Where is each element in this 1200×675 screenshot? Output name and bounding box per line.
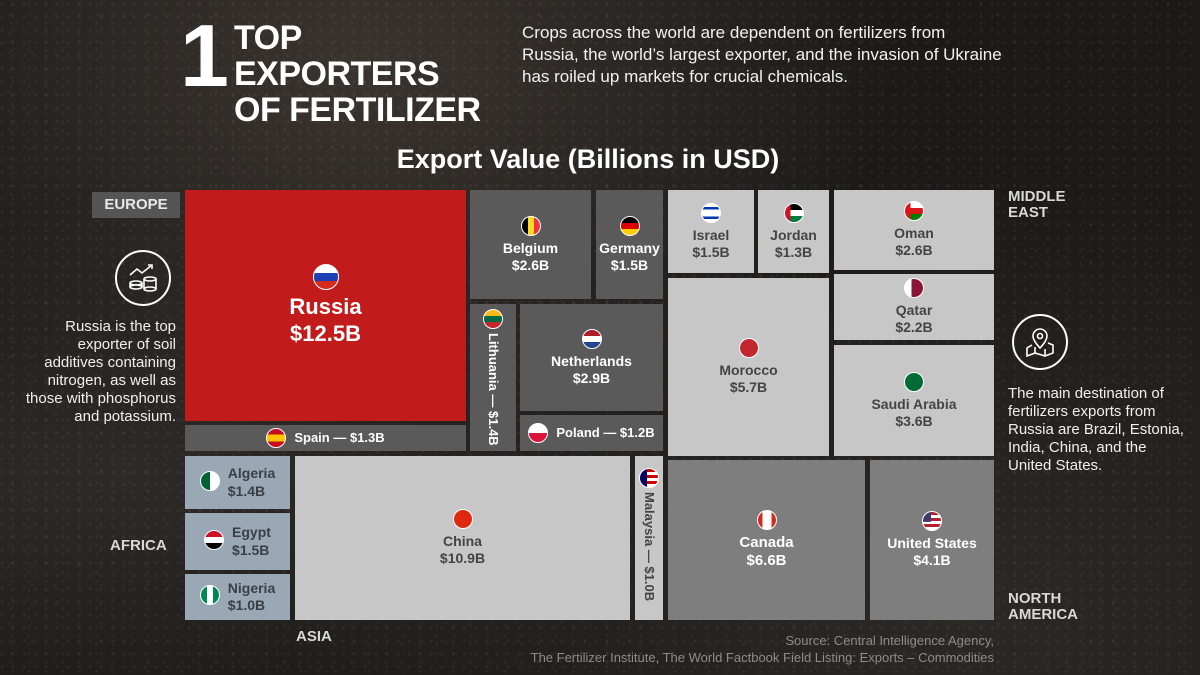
tile-value: $3.6B	[895, 412, 933, 429]
tile-belgium: Belgium $2.6B	[470, 190, 591, 299]
tile-egypt: Egypt $1.5B	[185, 513, 290, 570]
tile-label: Lithuania — $1.4B	[485, 333, 501, 446]
israel-flag-icon	[701, 202, 721, 223]
right-note-text: The main destination of fertilizers expo…	[1008, 385, 1184, 474]
tile-label: Saudi Arabia	[871, 395, 957, 412]
tile-label: China	[443, 533, 482, 550]
tile-value: $5.7B	[729, 379, 768, 395]
title-line-1: TOP EXPORTERS	[234, 19, 440, 93]
tile-value: $10.9B	[439, 550, 486, 566]
tile-label: Germany	[599, 239, 660, 256]
poland-flag-icon	[528, 423, 549, 443]
germany-flag-icon	[619, 215, 640, 236]
morocco-flag-icon	[738, 338, 759, 359]
tile-label: Netherlands	[551, 352, 632, 369]
title-line-2: OF FERTILIZER	[234, 91, 481, 129]
tile-label: Russia	[289, 294, 362, 320]
tile-value: $12.5B	[290, 320, 361, 346]
tile-label: Belgium	[502, 239, 559, 256]
tile-canada: Canada $6.6B	[668, 460, 865, 620]
netherlands-flag-icon	[581, 328, 602, 349]
russia-flag-icon	[312, 264, 339, 291]
left-note-text: Russia is the top exporter of soil addit…	[25, 318, 176, 425]
source-line-1: Source: Central Intelligence Agency,	[785, 633, 994, 648]
tile-value: $2.9B	[572, 369, 611, 386]
source-note: Source: Central Intelligence Agency, The…	[531, 632, 994, 666]
tile-malaysia: Malaysia — $1.0B	[635, 456, 663, 620]
tile-qatar: Qatar $2.2B	[834, 274, 994, 340]
tile-label: Israel	[692, 226, 730, 243]
tile-china: China $10.9B	[295, 456, 630, 620]
tile-algeria: Algeria $1.4B	[185, 456, 290, 509]
tile-jordan: Jordan $1.3B	[758, 190, 829, 273]
egypt-flag-icon	[204, 529, 225, 550]
tile-value: $4.1B	[913, 552, 951, 568]
tile-russia: Russia $12.5B	[185, 190, 466, 421]
tile-label: Nigeria	[227, 579, 276, 596]
region-label-asia: ASIA	[296, 628, 332, 645]
region-label-europe: EUROPE	[92, 192, 180, 218]
tile-value: $1.5B	[692, 243, 730, 260]
tile-spain: Spain — $1.3B	[185, 425, 466, 451]
tile-value: $6.6B	[746, 552, 787, 569]
tile-israel: Israel $1.5B	[668, 190, 754, 273]
tile-label: United States	[887, 535, 977, 552]
lithuania-flag-icon	[483, 309, 503, 330]
tile-label: Egypt	[232, 524, 271, 540]
tile-germany: Germany $1.5B	[596, 190, 663, 299]
tile-value: $2.2B	[895, 319, 933, 335]
tile-morocco: Morocco $5.7B	[668, 278, 829, 456]
source-line-2: The Fertilizer Institute, The World Fact…	[530, 650, 994, 665]
tile-value: $1.5B	[610, 256, 649, 273]
spain-flag-icon	[266, 428, 287, 448]
tile-poland: Poland — $1.2B	[520, 415, 663, 451]
tile-value: $1.5B	[232, 541, 270, 558]
intro-text: Crops across the world are dependent on …	[522, 23, 1002, 86]
saudi-arabia-flag-icon	[904, 371, 924, 392]
tile-label: Spain — $1.3B	[294, 430, 385, 446]
tile-nigeria: Nigeria $1.0B	[185, 574, 290, 620]
region-label-north-america: NORTH AMERICA	[1008, 590, 1078, 623]
qatar-flag-icon	[904, 278, 924, 299]
tile-label: Canada	[739, 534, 794, 551]
tile-value: $1.4B	[227, 482, 266, 499]
canada-flag-icon	[756, 510, 777, 530]
section-number: 1	[180, 6, 229, 105]
malaysia-flag-icon	[639, 468, 659, 488]
tile-label: Qatar	[895, 302, 933, 319]
money-growth-icon	[115, 250, 171, 306]
tile-value: $2.6B	[895, 242, 933, 258]
chart-title: Export Value (Billions in USD)	[396, 144, 780, 174]
tile-saudi-arabia: Saudi Arabia $3.6B	[834, 345, 994, 456]
oman-flag-icon	[904, 201, 924, 222]
jordan-flag-icon	[783, 202, 804, 223]
united-states-flag-icon	[922, 511, 942, 532]
tile-label: Oman	[894, 225, 934, 242]
tile-label: Algeria	[227, 465, 276, 481]
algeria-flag-icon	[199, 470, 220, 491]
region-label-africa: AFRICA	[110, 537, 167, 554]
tile-oman: Oman $2.6B	[834, 190, 994, 270]
belgium-flag-icon	[520, 215, 541, 236]
page-title: TOP EXPORTERS OF FERTILIZER	[234, 20, 514, 128]
tile-united-states: United States $4.1B	[870, 460, 994, 620]
region-label-middle-east: MIDDLE EAST	[1008, 188, 1066, 221]
tile-label: Poland — $1.2B	[556, 425, 655, 441]
china-flag-icon	[452, 509, 473, 530]
tile-label: Malaysia — $1.0B	[641, 492, 657, 602]
map-pin-icon	[1012, 314, 1068, 370]
tile-value: $2.6B	[511, 256, 550, 273]
tile-lithuania: Lithuania — $1.4B	[470, 304, 516, 451]
tile-label: Jordan	[770, 226, 817, 243]
tile-netherlands: Netherlands $2.9B	[520, 304, 663, 411]
tile-label: Morocco	[719, 362, 778, 379]
tile-value: $1.3B	[774, 243, 813, 260]
nigeria-flag-icon	[199, 585, 220, 605]
tile-value: $1.0B	[227, 597, 266, 613]
